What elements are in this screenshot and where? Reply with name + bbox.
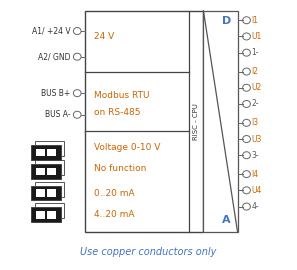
Text: Voltage 0-10 V: Voltage 0-10 V	[94, 143, 160, 152]
Bar	[203, 11, 238, 232]
Text: U1: U1	[252, 32, 262, 41]
Bar	[35, 141, 64, 156]
Text: 3-: 3-	[252, 151, 259, 160]
Text: I4: I4	[252, 170, 259, 179]
Bar	[31, 186, 61, 200]
Text: Modbus RTU: Modbus RTU	[94, 91, 149, 100]
Text: D: D	[222, 15, 231, 26]
Text: RISC - CPU: RISC - CPU	[193, 103, 199, 140]
Text: 24 V: 24 V	[94, 32, 114, 41]
Bar	[31, 164, 61, 179]
Bar	[36, 168, 45, 175]
Bar	[31, 145, 61, 160]
Bar	[85, 11, 203, 232]
Text: A: A	[222, 215, 231, 225]
Bar	[31, 207, 61, 222]
Text: I2: I2	[252, 67, 259, 76]
Text: I3: I3	[252, 118, 259, 127]
Bar	[47, 189, 56, 197]
Bar	[36, 149, 45, 156]
Bar	[47, 168, 56, 175]
Text: No function: No function	[94, 164, 146, 173]
Text: Use copper conductors only: Use copper conductors only	[80, 247, 217, 258]
Text: 4..20 mA: 4..20 mA	[94, 210, 134, 219]
Text: 4-: 4-	[252, 202, 259, 211]
Text: U2: U2	[252, 83, 262, 92]
Text: BUS B+: BUS B+	[41, 89, 70, 98]
Bar	[47, 211, 56, 218]
Bar	[35, 204, 64, 218]
Text: 1-: 1-	[252, 48, 259, 57]
Text: on RS-485: on RS-485	[94, 107, 140, 117]
Bar	[35, 182, 64, 197]
Bar	[47, 149, 56, 156]
Text: A1/ +24 V: A1/ +24 V	[32, 26, 70, 36]
Text: U4: U4	[252, 186, 262, 195]
Text: 0..20 mA: 0..20 mA	[94, 188, 134, 198]
Text: I1: I1	[252, 16, 259, 25]
Bar	[35, 160, 64, 175]
Bar	[36, 189, 45, 197]
Text: 2-: 2-	[252, 99, 259, 109]
Text: U3: U3	[252, 134, 262, 144]
Text: BUS A-: BUS A-	[45, 110, 70, 119]
Bar	[36, 211, 45, 218]
Text: A2/ GND: A2/ GND	[38, 52, 70, 61]
